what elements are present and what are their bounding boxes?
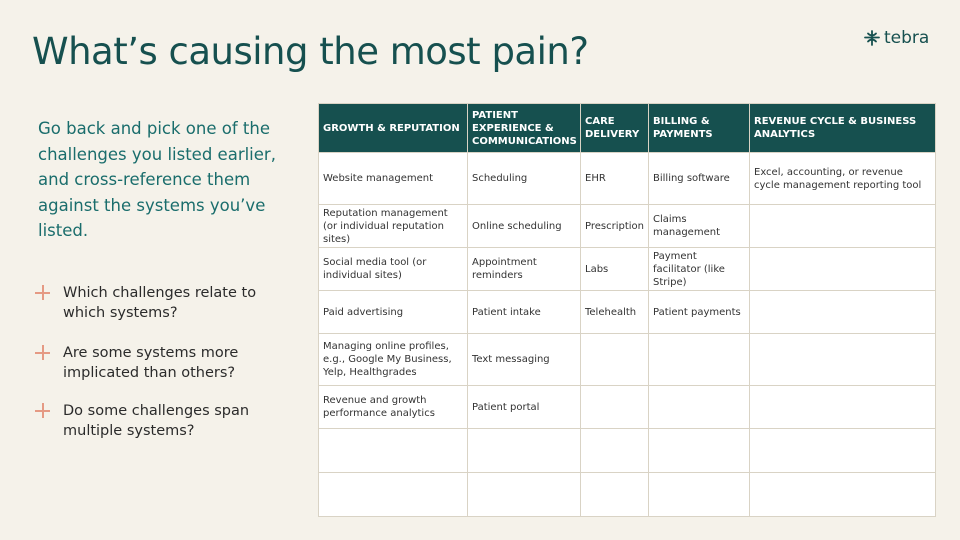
header-billing-payments: BILLING & PAYMENTS <box>648 103 750 153</box>
table-cell <box>648 385 750 429</box>
table-cell: Prescription <box>580 204 649 248</box>
table-cell <box>648 428 750 473</box>
table-body: Website management Scheduling EHR Billing s… <box>318 152 936 517</box>
table-cell: Billing software <box>648 152 750 205</box>
table-cell <box>318 472 468 517</box>
table-cell: Website management <box>318 152 468 205</box>
table-row: Website management Scheduling EHR Billing s… <box>318 152 936 205</box>
question-text: Which challenges relate to which systems… <box>63 285 257 321</box>
table-cell <box>749 428 936 473</box>
systems-table: GROWTH & REPUTATION PATIENT EXPERIENCE &… <box>318 103 936 517</box>
tebra-logo: tebra <box>864 28 929 48</box>
table-cell <box>467 428 581 473</box>
table-row: Social media tool (or individual sites) A… <box>318 247 936 291</box>
table-cell: Scheduling <box>467 152 581 205</box>
table-cell <box>749 204 936 248</box>
question-item: Which challenges relate to which systems… <box>34 283 273 323</box>
table-cell: Excel, accounting, or revenue cycle mana… <box>749 152 936 205</box>
table-row: Revenue and growth performance analytics… <box>318 385 936 429</box>
tebra-logo-icon <box>864 30 880 46</box>
slide-title: What’s causing the most pain? <box>32 30 589 73</box>
table-cell: Patient intake <box>467 290 581 334</box>
table-cell <box>749 247 936 291</box>
table-cell <box>648 472 750 517</box>
table-row: Paid advertising Patient intake Telehealth… <box>318 290 936 334</box>
table-cell: Labs <box>580 247 649 291</box>
intro-text: Go back and pick one of the challenges y… <box>38 119 276 240</box>
question-item: Are some systems more implicated than ot… <box>34 343 273 383</box>
header-patient-experience: PATIENT EXPERIENCE & COMMUNICATIONS <box>467 103 581 153</box>
table-cell: Payment facilitator (like Stripe) <box>648 247 750 291</box>
table-cell: Patient portal <box>467 385 581 429</box>
table-cell: Claims management <box>648 204 750 248</box>
table-cell <box>580 472 649 517</box>
table-cell <box>580 385 649 429</box>
plus-icon <box>34 284 52 302</box>
question-text: Do some challenges span multiple systems… <box>63 403 250 439</box>
table-cell: Paid advertising <box>318 290 468 334</box>
question-text: Are some systems more implicated than ot… <box>63 345 239 381</box>
table-cell: Reputation management (or individual rep… <box>318 204 468 248</box>
table-cell <box>749 385 936 429</box>
plus-icon <box>34 344 52 362</box>
table-cell: EHR <box>580 152 649 205</box>
table-row: Reputation management (or individual rep… <box>318 204 936 248</box>
table-cell: Revenue and growth performance analytics <box>318 385 468 429</box>
table-row: Managing online profiles, e.g., Google M… <box>318 333 936 386</box>
table-cell: Telehealth <box>580 290 649 334</box>
question-item: Do some challenges span multiple systems… <box>34 401 273 441</box>
table-row <box>318 428 936 473</box>
table-cell <box>749 472 936 517</box>
table-cell <box>318 428 468 473</box>
table-cell <box>580 333 649 386</box>
table-row <box>318 472 936 517</box>
table-cell <box>467 472 581 517</box>
header-growth-reputation: GROWTH & REPUTATION <box>318 103 468 153</box>
header-revenue-cycle: REVENUE CYCLE & BUSINESS ANALYTICS <box>749 103 936 153</box>
table-cell <box>749 290 936 334</box>
table-cell <box>749 333 936 386</box>
table-cell: Text messaging <box>467 333 581 386</box>
table-cell: Appointment reminders <box>467 247 581 291</box>
table-cell: Managing online profiles, e.g., Google M… <box>318 333 468 386</box>
logo-text: tebra <box>884 28 930 48</box>
table-cell: Patient payments <box>648 290 750 334</box>
table-cell: Social media tool (or individual sites) <box>318 247 468 291</box>
plus-icon <box>34 402 52 420</box>
table-header-row: GROWTH & REPUTATION PATIENT EXPERIENCE &… <box>318 103 936 153</box>
header-care-delivery: CARE DELIVERY <box>580 103 649 153</box>
table-cell <box>648 333 750 386</box>
table-cell: Online scheduling <box>467 204 581 248</box>
table-cell <box>580 428 649 473</box>
